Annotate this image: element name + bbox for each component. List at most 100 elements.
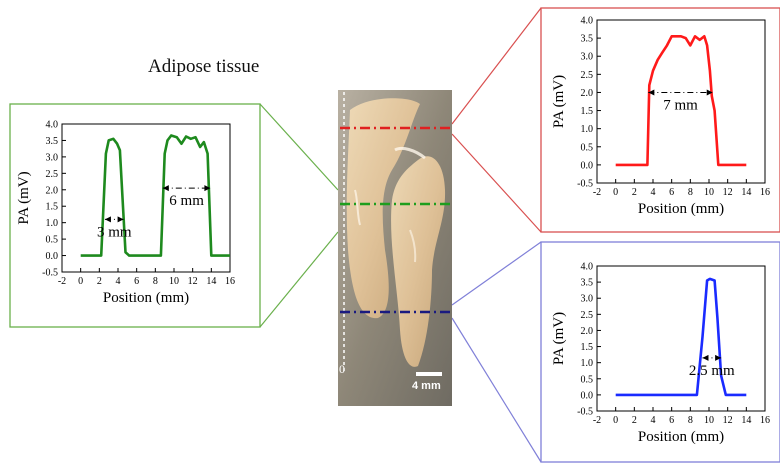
x-axis-label: Position (mm): [638, 429, 724, 445]
y-tick-label: 0.5: [46, 235, 59, 246]
x-tick-label: 4: [651, 415, 656, 426]
tissue-lobe-left: [346, 98, 420, 319]
y-tick-label: 3.0: [581, 52, 594, 63]
scale-bar-label: 4 mm: [412, 380, 441, 392]
y-tick-label: 2.5: [581, 70, 594, 81]
width-annotation: 3 mm: [97, 224, 132, 240]
connector-green-bottom: [259, 231, 339, 328]
x-tick-label: 10: [169, 276, 179, 287]
x-tick-label: 16: [760, 187, 770, 198]
arrow-head-left: [648, 89, 655, 96]
x-tick-label: 0: [78, 276, 83, 287]
y-tick-label: 1.5: [46, 202, 59, 213]
arrow-head-left: [162, 185, 169, 192]
x-tick-label: 8: [688, 415, 693, 426]
panel-frame-blue: [540, 241, 780, 463]
y-tick-label: 3.0: [581, 294, 594, 305]
y-axis-label: PA (mV): [16, 171, 32, 224]
y-tick-label: 2.0: [581, 88, 594, 99]
x-tick-label: 0: [613, 415, 618, 426]
y-tick-label: 0.0: [46, 251, 59, 262]
connector-blue-bottom: [451, 317, 542, 463]
plot-area: [61, 123, 231, 273]
y-tick-label: 4.0: [581, 262, 594, 273]
y-axis-label: PA (mV): [551, 75, 567, 128]
y-tick-label: 3.5: [581, 34, 594, 45]
connector-green-top: [259, 103, 339, 191]
y-tick-label: 0.0: [581, 160, 594, 171]
x-tick-label: 2: [632, 415, 637, 426]
y-tick-label: 2.5: [46, 169, 59, 180]
series-line: [80, 134, 230, 257]
y-tick-label: 2.0: [46, 185, 59, 196]
x-tick-label: 10: [704, 187, 714, 198]
x-tick-label: 6: [669, 187, 674, 198]
x-tick-label: 8: [153, 276, 158, 287]
x-tick-label: 4: [116, 276, 121, 287]
y-tick-label: -0.5: [577, 179, 593, 190]
y-tick-label: 1.0: [581, 358, 594, 369]
x-tick-label: 0: [613, 187, 618, 198]
series-line: [615, 277, 747, 397]
x-tick-label: 12: [723, 187, 733, 198]
arrow-head-left: [104, 216, 111, 223]
chart-red: -2 0 2 4 6 8 10 12 14 16 -0.5 0.0 0.5 1.0 1.5 2.0 2.5 3.0…: [551, 16, 770, 218]
chart-blue: -2 0 2 4 6 8 10 12 14 16 -0.5 0.0 0.5 1.0 1.5 2.0 2.5 3.0…: [551, 262, 770, 446]
tissue-lobe-right: [391, 156, 446, 367]
x-axis-label: Position (mm): [638, 201, 724, 217]
connector-blue-top: [451, 241, 542, 306]
y-tick-label: 4.0: [46, 120, 59, 131]
connector-lines: [259, 7, 542, 463]
x-tick-label: 14: [206, 276, 216, 287]
plot-area: [596, 265, 766, 412]
y-tick-label: -0.5: [577, 407, 593, 418]
x-tick-label: 16: [760, 415, 770, 426]
y-tick-label: 3.0: [46, 152, 59, 163]
x-tick-label: -2: [593, 187, 601, 198]
x-axis-label: Position (mm): [103, 290, 189, 306]
connector-red-top: [451, 7, 542, 125]
plot-area: [596, 19, 766, 184]
scale-bar: [416, 372, 442, 376]
y-tick-label: 3.5: [46, 136, 59, 147]
y-tick-label: 3.5: [581, 278, 594, 289]
x-tick-label: -2: [593, 415, 601, 426]
panel-frame-red: [540, 7, 780, 233]
panel-frame-green: [9, 103, 261, 328]
arrow-head-right: [706, 89, 713, 96]
y-tick-label: 1.5: [581, 342, 594, 353]
y-tick-label: 2.0: [581, 326, 594, 337]
x-tick-label: 6: [134, 276, 139, 287]
arrow-head-right: [117, 216, 124, 223]
x-tick-label: 8: [688, 187, 693, 198]
y-tick-label: 1.0: [581, 124, 594, 135]
x-tick-label: 12: [723, 415, 733, 426]
x-tick-label: 14: [741, 415, 751, 426]
y-tick-label: 1.5: [581, 106, 594, 117]
x-tick-label: 10: [704, 415, 714, 426]
width-annotation: 6 mm: [169, 193, 204, 209]
page-title: Adipose tissue: [148, 56, 260, 77]
x-tick-label: 4: [651, 187, 656, 198]
width-annotation: 2.5 mm: [689, 363, 735, 379]
x-tick-label: 6: [669, 415, 674, 426]
y-axis-label: PA (mV): [551, 312, 567, 365]
y-tick-label: 0.0: [581, 390, 594, 401]
y-tick-label: -0.5: [42, 268, 58, 279]
y-tick-label: 4.0: [581, 16, 594, 27]
arrow-head-right: [715, 354, 722, 361]
x-tick-label: 2: [632, 187, 637, 198]
arrow-head-right: [204, 185, 211, 192]
connector-red-bottom: [451, 133, 542, 233]
y-tick-label: 1.0: [46, 218, 59, 229]
tissue-photo: 0 4 mm: [338, 90, 452, 406]
x-tick-label: 12: [188, 276, 198, 287]
x-tick-label: -2: [58, 276, 66, 287]
x-tick-label: 16: [225, 276, 235, 287]
y-tick-label: 0.5: [581, 142, 594, 153]
x-tick-label: 14: [741, 187, 751, 198]
width-annotation: 7 mm: [663, 97, 698, 113]
y-tick-label: 2.5: [581, 310, 594, 321]
x-tick-label: 2: [97, 276, 102, 287]
